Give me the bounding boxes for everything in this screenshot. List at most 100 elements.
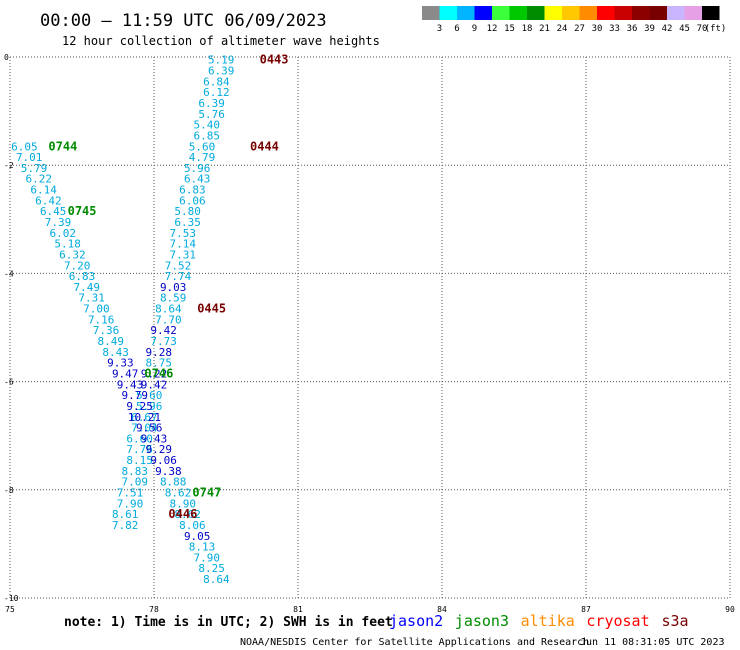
scale-swatch: [457, 6, 475, 20]
chart-subtitle: 12 hour collection of altimeter wave hei…: [62, 34, 380, 48]
y-tick-label: -4: [4, 269, 14, 278]
scale-label: 33: [609, 24, 620, 34]
scale-swatch: [509, 6, 527, 20]
swh-value: 8.90: [170, 497, 197, 510]
swh-value: 9.56: [136, 422, 163, 435]
y-tick-label: 0: [4, 53, 9, 62]
scale-swatch: [632, 6, 650, 20]
swh-value: 9.29: [146, 443, 173, 456]
swh-value: 7.31: [170, 248, 197, 261]
swh-value: 7.39: [45, 216, 72, 229]
swh-value: 8.64: [155, 303, 182, 316]
swh-value: 8.75: [146, 357, 173, 370]
swh-value: 7.01: [16, 151, 43, 164]
swh-value: 5.79: [21, 162, 48, 175]
pass-label: 0746: [144, 366, 173, 380]
swh-value: 6.32: [59, 248, 86, 261]
swh-value: 6.45: [40, 205, 67, 218]
footer-timestamp: Jun 11 08:31:05 UTC 2023: [580, 637, 725, 648]
swh-value: 8.62: [165, 487, 192, 500]
swh-value: 7.90: [117, 497, 144, 510]
scale-label: 27: [574, 24, 585, 34]
x-tick-label: 81: [293, 605, 303, 614]
color-scale: 3 6 9 12 15 18 21 24 27 30 33 36 39 42 45 70(ft): [422, 6, 726, 34]
scale-swatch: [439, 6, 457, 20]
swh-value: 6.02: [50, 227, 77, 240]
scale-label: 39: [644, 24, 655, 34]
swh-value: 8.13: [189, 541, 216, 554]
swh-value: 6.85: [194, 129, 221, 142]
swh-value: 9.43: [117, 378, 144, 391]
plot-grid: [9, 56, 731, 599]
swh-value: 6.83: [69, 270, 96, 283]
swh-value: 6.84: [203, 75, 230, 88]
swh-value: 6.39: [208, 65, 235, 78]
x-tick-label: 87: [581, 605, 591, 614]
scale-label: 3: [437, 24, 442, 34]
y-axis-ticks: 0 -2 -4 -6 -8 -10: [4, 53, 19, 603]
pass-label: 0745: [68, 204, 97, 218]
swh-value: 5.80: [174, 205, 201, 218]
swh-value: 6.14: [30, 184, 57, 197]
swh-value: 6.42: [35, 194, 62, 207]
swh-value: 7.90: [194, 551, 221, 564]
swh-value: 9.79: [122, 389, 149, 402]
swh-value: 8.62: [174, 508, 201, 521]
swh-value: 5.18: [54, 238, 81, 251]
scale-label: 45: [679, 24, 690, 34]
swh-value: 7.52: [165, 259, 192, 272]
chart-title: 00:00 – 11:59 UTC 06/09/2023: [40, 11, 327, 31]
swh-value: 6.35: [174, 216, 201, 229]
swh-value: 8.88: [160, 476, 187, 489]
scale-swatch: [614, 6, 632, 20]
satellite-altika: altika: [521, 612, 575, 630]
swh-value: 7.73: [150, 335, 177, 348]
x-tick-label: 75: [5, 605, 15, 614]
swh-value: 8.25: [198, 562, 225, 575]
swh-value: 10.21: [128, 411, 161, 424]
scale-swatch: [702, 6, 720, 20]
scale-label: 15: [504, 24, 515, 34]
swh-value: 6.60: [126, 432, 153, 445]
wave-height-values: 5.196.396.846.126.395.765.406.855.604.79…: [11, 54, 234, 586]
satellite-s3a: s3a: [662, 612, 689, 630]
swh-value: 7.70: [155, 313, 182, 326]
swh-value: 9.43: [141, 432, 168, 445]
swh-value: 5.96: [136, 400, 163, 413]
swh-value: 8.83: [122, 465, 149, 478]
swh-value: 7.36: [93, 324, 120, 337]
x-tick-label: 78: [149, 605, 159, 614]
swh-value: 7.49: [74, 281, 101, 294]
swh-value: 7.82: [112, 519, 139, 532]
pass-label: 0744: [48, 139, 77, 153]
scale-label: 70: [697, 24, 708, 34]
scale-label: 6: [454, 24, 459, 34]
y-tick-label: -8: [4, 486, 14, 495]
swh-value: 8.61: [112, 508, 139, 521]
scale-swatch: [667, 6, 685, 20]
swh-value: 9.42: [141, 378, 168, 391]
swh-value: 7.04: [131, 422, 158, 435]
scale-label: 12: [487, 24, 498, 34]
swh-value: 7.14: [170, 238, 197, 251]
swh-value: 9.33: [107, 357, 134, 370]
y-tick-label: -10: [4, 594, 19, 603]
swh-value: 9.05: [184, 530, 211, 543]
swh-value: 5.40: [194, 119, 221, 132]
swh-value: 7.53: [170, 227, 197, 240]
swh-value: 9.22: [141, 367, 168, 380]
scale-label: 30: [592, 24, 603, 34]
pass-time-labels: 0443 0444 0445 0446 0744 0745 0746 0747: [48, 53, 288, 521]
satellite-jason3: jason3: [455, 612, 509, 630]
swh-value: 5.76: [198, 108, 225, 121]
swh-value: 9.06: [150, 454, 177, 467]
scale-swatch: [544, 6, 562, 20]
swh-value: 9.42: [150, 324, 177, 337]
swh-value: 9.03: [160, 281, 187, 294]
pass-label: 0747: [192, 486, 221, 500]
swh-value: 7.76: [126, 443, 153, 456]
scale-swatch: [649, 6, 667, 20]
scale-label: 9: [472, 24, 477, 34]
swh-value: 4.79: [189, 151, 216, 164]
y-tick-label: -2: [4, 161, 14, 170]
